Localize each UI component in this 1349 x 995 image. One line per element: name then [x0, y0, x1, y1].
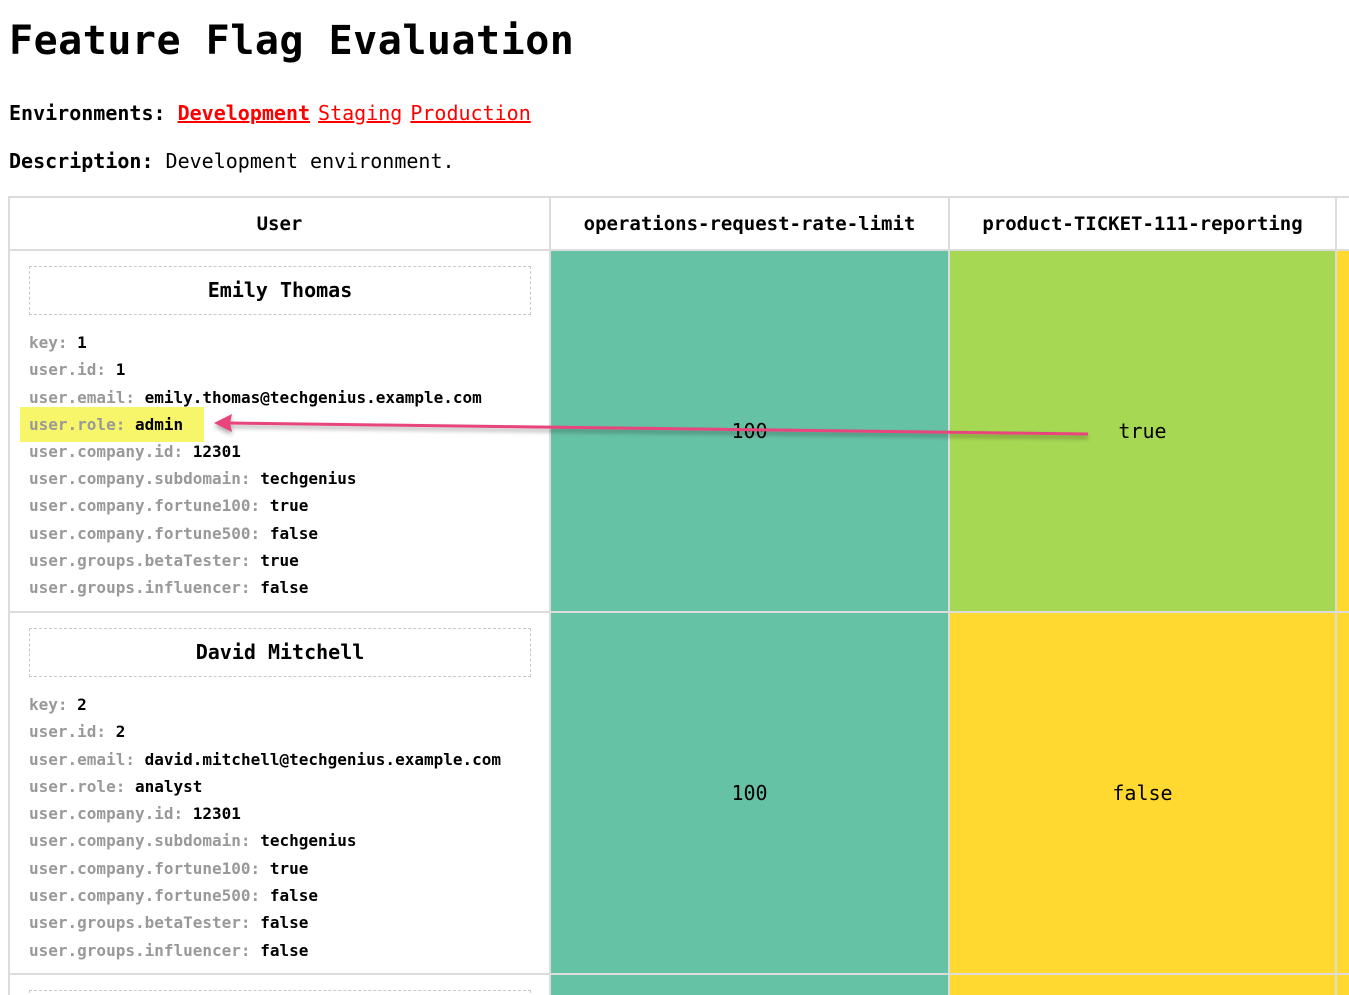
attribute-key: user.role: [29, 414, 126, 434]
attribute: user.groups.influencer: false [29, 574, 549, 601]
description: Description: Development environment. [9, 149, 455, 173]
attribute-key: key: [29, 695, 68, 714]
attribute: user.groups.influencer: false [29, 937, 549, 964]
attribute-value: emily.thomas@techgenius.example.com [144, 387, 482, 407]
attribute-key: user.company.fortune100: [29, 496, 261, 516]
header-row: User operations-request-rate-limit produ… [8, 196, 1349, 251]
attribute-key: user.id: [29, 360, 107, 380]
flag-value-cell [549, 973, 950, 995]
attribute-value: techgenius [260, 469, 357, 489]
column-header-flag-partial [1335, 196, 1349, 251]
flag-value-cell-partial [1335, 611, 1349, 975]
description-label: Description: [9, 149, 154, 173]
env-link-production[interactable]: Production [410, 101, 531, 125]
attribute: user.id: 1 [29, 356, 549, 383]
attribute-value: 2 [77, 695, 87, 714]
attribute-value: true [269, 496, 309, 516]
attribute-value: david.mitchell@techgenius.example.com [144, 749, 502, 769]
attribute-value: false [269, 523, 318, 543]
attribute: user.company.fortune500: false [29, 882, 549, 909]
attribute-key: user.groups.influencer: [29, 578, 251, 598]
attribute-value: 1 [115, 360, 126, 380]
attribute-value: 12301 [192, 804, 241, 824]
attribute-value: true [269, 858, 309, 878]
attribute-value: false [269, 886, 318, 906]
environments-label: Environments: [9, 101, 166, 125]
attribute-key: key: [29, 333, 68, 352]
attribute-key: user.company.id: [29, 441, 184, 461]
attribute-value: analyst [134, 776, 203, 796]
environment-selector: Environments: Development Staging Producti… [9, 101, 539, 125]
attribute: user.company.id: 12301 [29, 438, 549, 465]
env-link-development[interactable]: Development [177, 101, 311, 125]
attribute-value: admin [134, 414, 184, 434]
flag-value-cell-partial [1335, 249, 1349, 613]
table-row: David Mitchell key: 2 user.id: 2 user.em… [8, 611, 1349, 975]
attribute-key: user.role: [29, 776, 126, 796]
attribute: user.company.subdomain: techgenius [29, 465, 549, 492]
attribute-key: user.email: [29, 387, 135, 407]
attribute-key: user.groups.betaTester: [29, 913, 251, 933]
attribute-highlighted: user.role: admin [20, 406, 205, 442]
attribute-value: 1 [77, 333, 87, 352]
flag-value-cell: 100 [549, 611, 950, 975]
table-row [8, 973, 1349, 995]
attribute-value: techgenius [260, 831, 357, 851]
user-cell [8, 973, 551, 995]
attribute: key: 1 [29, 329, 549, 356]
attribute-key: user.groups.influencer: [29, 940, 251, 960]
attribute-key: user.company.id: [29, 804, 184, 824]
attribute-key: user.id: [29, 722, 107, 742]
user-attributes: key: 2 user.id: 2 user.email: david.mitc… [29, 691, 549, 964]
page-title: Feature Flag Evaluation [9, 18, 575, 64]
attribute: user.company.subdomain: techgenius [29, 827, 549, 854]
attribute: user.groups.betaTester: true [29, 547, 549, 574]
attribute: user.id: 2 [29, 718, 549, 745]
attribute-value: false [260, 578, 309, 598]
attribute-key: user.company.fortune500: [29, 886, 261, 906]
flag-value-cell: true [948, 249, 1337, 613]
user-cell: Emily Thomas key: 1 user.id: 1 user.emai… [8, 249, 551, 613]
env-link-staging[interactable]: Staging [318, 101, 403, 125]
attribute: user.groups.betaTester: false [29, 909, 549, 936]
user-name: David Mitchell [29, 628, 531, 677]
attribute: user.company.fortune100: true [29, 855, 549, 882]
flag-value-cell: false [948, 611, 1337, 975]
attribute: user.email: emily.thomas@techgenius.exam… [29, 384, 549, 411]
attribute-value: false [260, 913, 309, 933]
column-header-flag: operations-request-rate-limit [549, 196, 950, 251]
attribute: key: 2 [29, 691, 549, 718]
attribute-value: false [260, 940, 309, 960]
user-name [29, 990, 531, 995]
attribute: user.company.fortune100: true [29, 492, 549, 519]
user-name: Emily Thomas [29, 266, 531, 315]
column-header-user: User [8, 196, 551, 251]
table-row: Emily Thomas key: 1 user.id: 1 user.emai… [8, 249, 1349, 613]
flag-value-cell: 100 [549, 249, 950, 613]
attribute-key: user.company.subdomain: [29, 469, 251, 489]
evaluation-table: User operations-request-rate-limit produ… [8, 196, 1349, 995]
attribute: user.email: david.mitchell@techgenius.ex… [29, 746, 549, 773]
user-attributes: key: 1 user.id: 1 user.email: emily.thom… [20, 329, 549, 602]
attribute: user.company.id: 12301 [29, 800, 549, 827]
attribute-key: user.email: [29, 749, 135, 769]
attribute: user.company.fortune500: false [29, 520, 549, 547]
attribute-value: true [260, 551, 299, 571]
flag-value-cell [948, 973, 1337, 995]
attribute-key: user.company.fortune500: [29, 523, 261, 543]
attribute-key: user.company.fortune100: [29, 858, 261, 878]
attribute: user.role: analyst [29, 773, 549, 800]
attribute-key: user.company.subdomain: [29, 831, 251, 851]
attribute-key: user.groups.betaTester: [29, 551, 251, 571]
flag-value-cell-partial [1335, 973, 1349, 995]
column-header-flag: product-TICKET-111-reporting [948, 196, 1337, 251]
attribute-value: 2 [115, 722, 126, 742]
user-cell: David Mitchell key: 2 user.id: 2 user.em… [8, 611, 551, 975]
description-text: Development environment. [165, 149, 455, 173]
attribute-value: 12301 [192, 441, 241, 461]
